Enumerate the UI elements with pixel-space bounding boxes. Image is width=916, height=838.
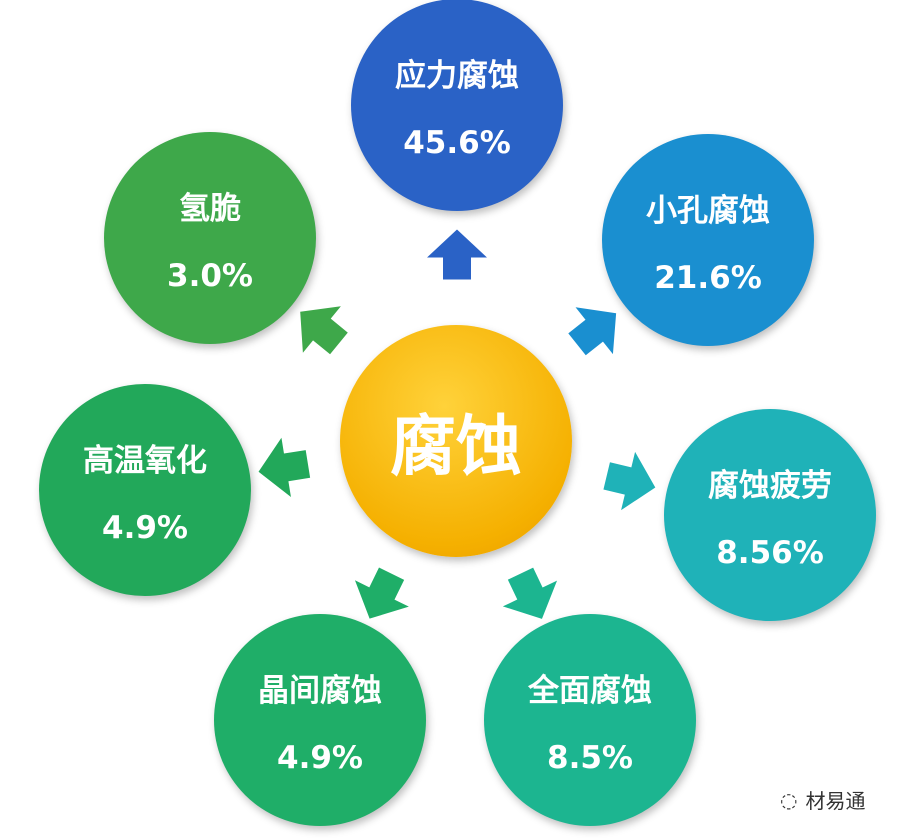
node-value: 8.56% (716, 534, 824, 571)
node-value: 4.9% (277, 739, 363, 776)
node-hydrogen-embrittlement: 氢脆 3.0% (104, 132, 316, 344)
node-stress-corrosion: 应力腐蚀 45.6% (351, 0, 563, 211)
node-label: 全面腐蚀 (528, 672, 652, 709)
watermark: ◌ 材易通 (780, 785, 865, 814)
node-label: 腐蚀疲劳 (708, 467, 832, 504)
node-general-corrosion: 全面腐蚀 8.5% (484, 614, 696, 826)
arrow (258, 437, 311, 497)
node-label: 应力腐蚀 (395, 57, 519, 94)
center-node: 腐蚀 (340, 325, 572, 557)
node-label: 氢脆 (179, 190, 241, 227)
node-value: 8.5% (547, 739, 633, 776)
arrow (502, 567, 558, 619)
node-label: 小孔腐蚀 (646, 192, 770, 229)
node-value: 4.9% (102, 509, 188, 546)
node-pitting-corrosion: 小孔腐蚀 21.6% (602, 134, 814, 346)
wechat-icon: ◌ (780, 787, 798, 812)
node-high-temp-oxidation: 高温氧化 4.9% (39, 384, 251, 596)
node-value: 21.6% (654, 259, 762, 296)
arrow (568, 307, 617, 356)
node-label: 晶间腐蚀 (258, 672, 382, 709)
node-value: 45.6% (403, 124, 511, 161)
watermark-text: 材易通 (805, 789, 866, 813)
arrow (300, 306, 348, 355)
arrow (354, 567, 409, 619)
node-intergranular-corrosion: 晶间腐蚀 4.9% (214, 614, 426, 826)
arrow (427, 229, 487, 280)
center-label: 腐蚀 (390, 408, 522, 485)
node-corrosion-fatigue: 腐蚀疲劳 8.56% (664, 409, 876, 621)
node-value: 3.0% (167, 257, 253, 294)
node-label: 高温氧化 (83, 442, 207, 479)
arrow (603, 451, 656, 511)
